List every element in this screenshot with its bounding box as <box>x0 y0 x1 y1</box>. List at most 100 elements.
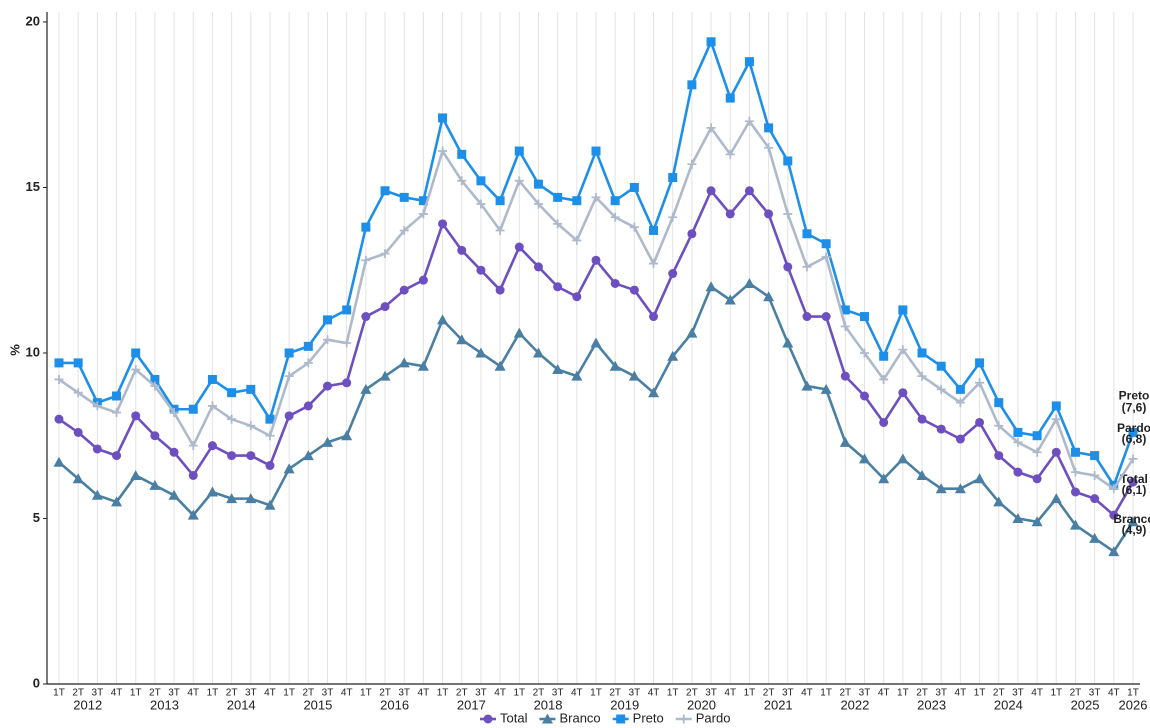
data-point <box>1012 512 1024 523</box>
data-point <box>686 327 698 338</box>
x-tick-label: 1T <box>53 688 65 699</box>
data-point <box>92 444 102 454</box>
data-point <box>1051 401 1061 411</box>
data-point <box>112 408 122 418</box>
x-tick-label: 2T <box>149 688 161 699</box>
data-point <box>553 192 563 202</box>
x-tick-label: 2T <box>916 688 928 699</box>
data-point <box>398 357 410 368</box>
data-point <box>610 278 620 288</box>
data-point <box>495 196 505 206</box>
data-point <box>667 350 679 361</box>
data-point <box>783 209 793 219</box>
series <box>53 277 1139 557</box>
x-tick-label: 3T <box>705 688 717 699</box>
data-point <box>783 156 793 166</box>
x-tick-label: 4T <box>264 688 276 699</box>
data-point <box>591 255 601 265</box>
data-point <box>111 496 123 507</box>
data-point <box>821 252 831 262</box>
data-point <box>860 312 869 322</box>
data-point <box>649 312 659 322</box>
data-point <box>342 378 352 388</box>
data-point <box>494 360 506 371</box>
x-tick-label: 4T <box>341 688 353 699</box>
year-label: 2014 <box>227 697 256 712</box>
data-point <box>264 499 276 510</box>
data-point <box>687 80 697 90</box>
x-tick-label: 2T <box>1070 688 1082 699</box>
x-tick-label: 2T <box>609 688 621 699</box>
data-point <box>112 391 122 401</box>
series <box>54 37 1138 490</box>
data-point <box>495 225 505 235</box>
year-label: 2013 <box>150 697 179 712</box>
data-point <box>917 414 927 424</box>
data-point <box>879 351 889 361</box>
data-point <box>1032 474 1042 484</box>
data-point <box>955 384 965 394</box>
data-point <box>361 255 371 265</box>
data-point <box>168 489 180 500</box>
x-tick-label: 1T <box>590 688 602 699</box>
data-point <box>302 450 314 461</box>
data-point <box>53 456 65 467</box>
data-point <box>533 262 543 272</box>
data-point <box>1032 431 1042 441</box>
data-point <box>744 57 754 67</box>
x-tick-label: 1T <box>974 688 986 699</box>
data-point <box>1070 447 1080 457</box>
data-point <box>227 414 237 424</box>
x-tick-label: 3T <box>398 688 410 699</box>
data-point <box>303 401 313 411</box>
x-tick-label: 3T <box>629 688 641 699</box>
x-tick-label: 1T <box>1050 688 1062 699</box>
data-point <box>284 411 294 421</box>
data-point <box>73 427 83 437</box>
year-label: 2022 <box>840 697 869 712</box>
x-tick-label: 4T <box>494 688 506 699</box>
data-point <box>705 281 717 292</box>
x-tick-label: 2T <box>302 688 314 699</box>
data-point <box>418 209 428 219</box>
data-point <box>668 212 678 222</box>
data-point <box>188 441 198 451</box>
data-point <box>706 186 716 196</box>
end-label-value: (4,9) <box>1122 523 1147 537</box>
data-point <box>457 176 467 186</box>
data-point <box>897 453 909 464</box>
data-point <box>936 424 946 434</box>
data-point <box>131 365 141 375</box>
data-point <box>629 285 639 295</box>
data-point <box>495 285 505 295</box>
data-point <box>917 348 927 358</box>
data-point <box>514 146 524 156</box>
x-tick-label: 1T <box>513 688 525 699</box>
end-label-value: (7,6) <box>1122 401 1147 415</box>
x-tick-label: 1T <box>283 688 295 699</box>
data-point <box>590 337 602 348</box>
data-point <box>572 235 582 245</box>
end-label-name: Total <box>1120 472 1148 486</box>
x-tick-label: 4T <box>187 688 199 699</box>
data-point <box>764 209 774 219</box>
year-label: 2016 <box>380 697 409 712</box>
data-point <box>438 113 448 123</box>
y-tick-label: 20 <box>26 13 40 28</box>
data-point <box>169 447 179 457</box>
x-tick-label: 1T <box>744 688 756 699</box>
end-label-name: Branco <box>1113 512 1150 526</box>
data-point <box>417 360 429 371</box>
data-point <box>131 348 141 358</box>
data-point <box>802 312 812 322</box>
x-tick-label: 1T <box>1127 688 1139 699</box>
data-point <box>150 431 160 441</box>
x-tick-label: 2T <box>993 688 1005 699</box>
data-point <box>725 149 735 159</box>
data-point <box>380 249 390 259</box>
data-point <box>265 414 275 424</box>
data-point <box>802 229 812 239</box>
data-point <box>91 489 103 500</box>
data-point <box>954 483 966 494</box>
data-point <box>648 387 660 398</box>
